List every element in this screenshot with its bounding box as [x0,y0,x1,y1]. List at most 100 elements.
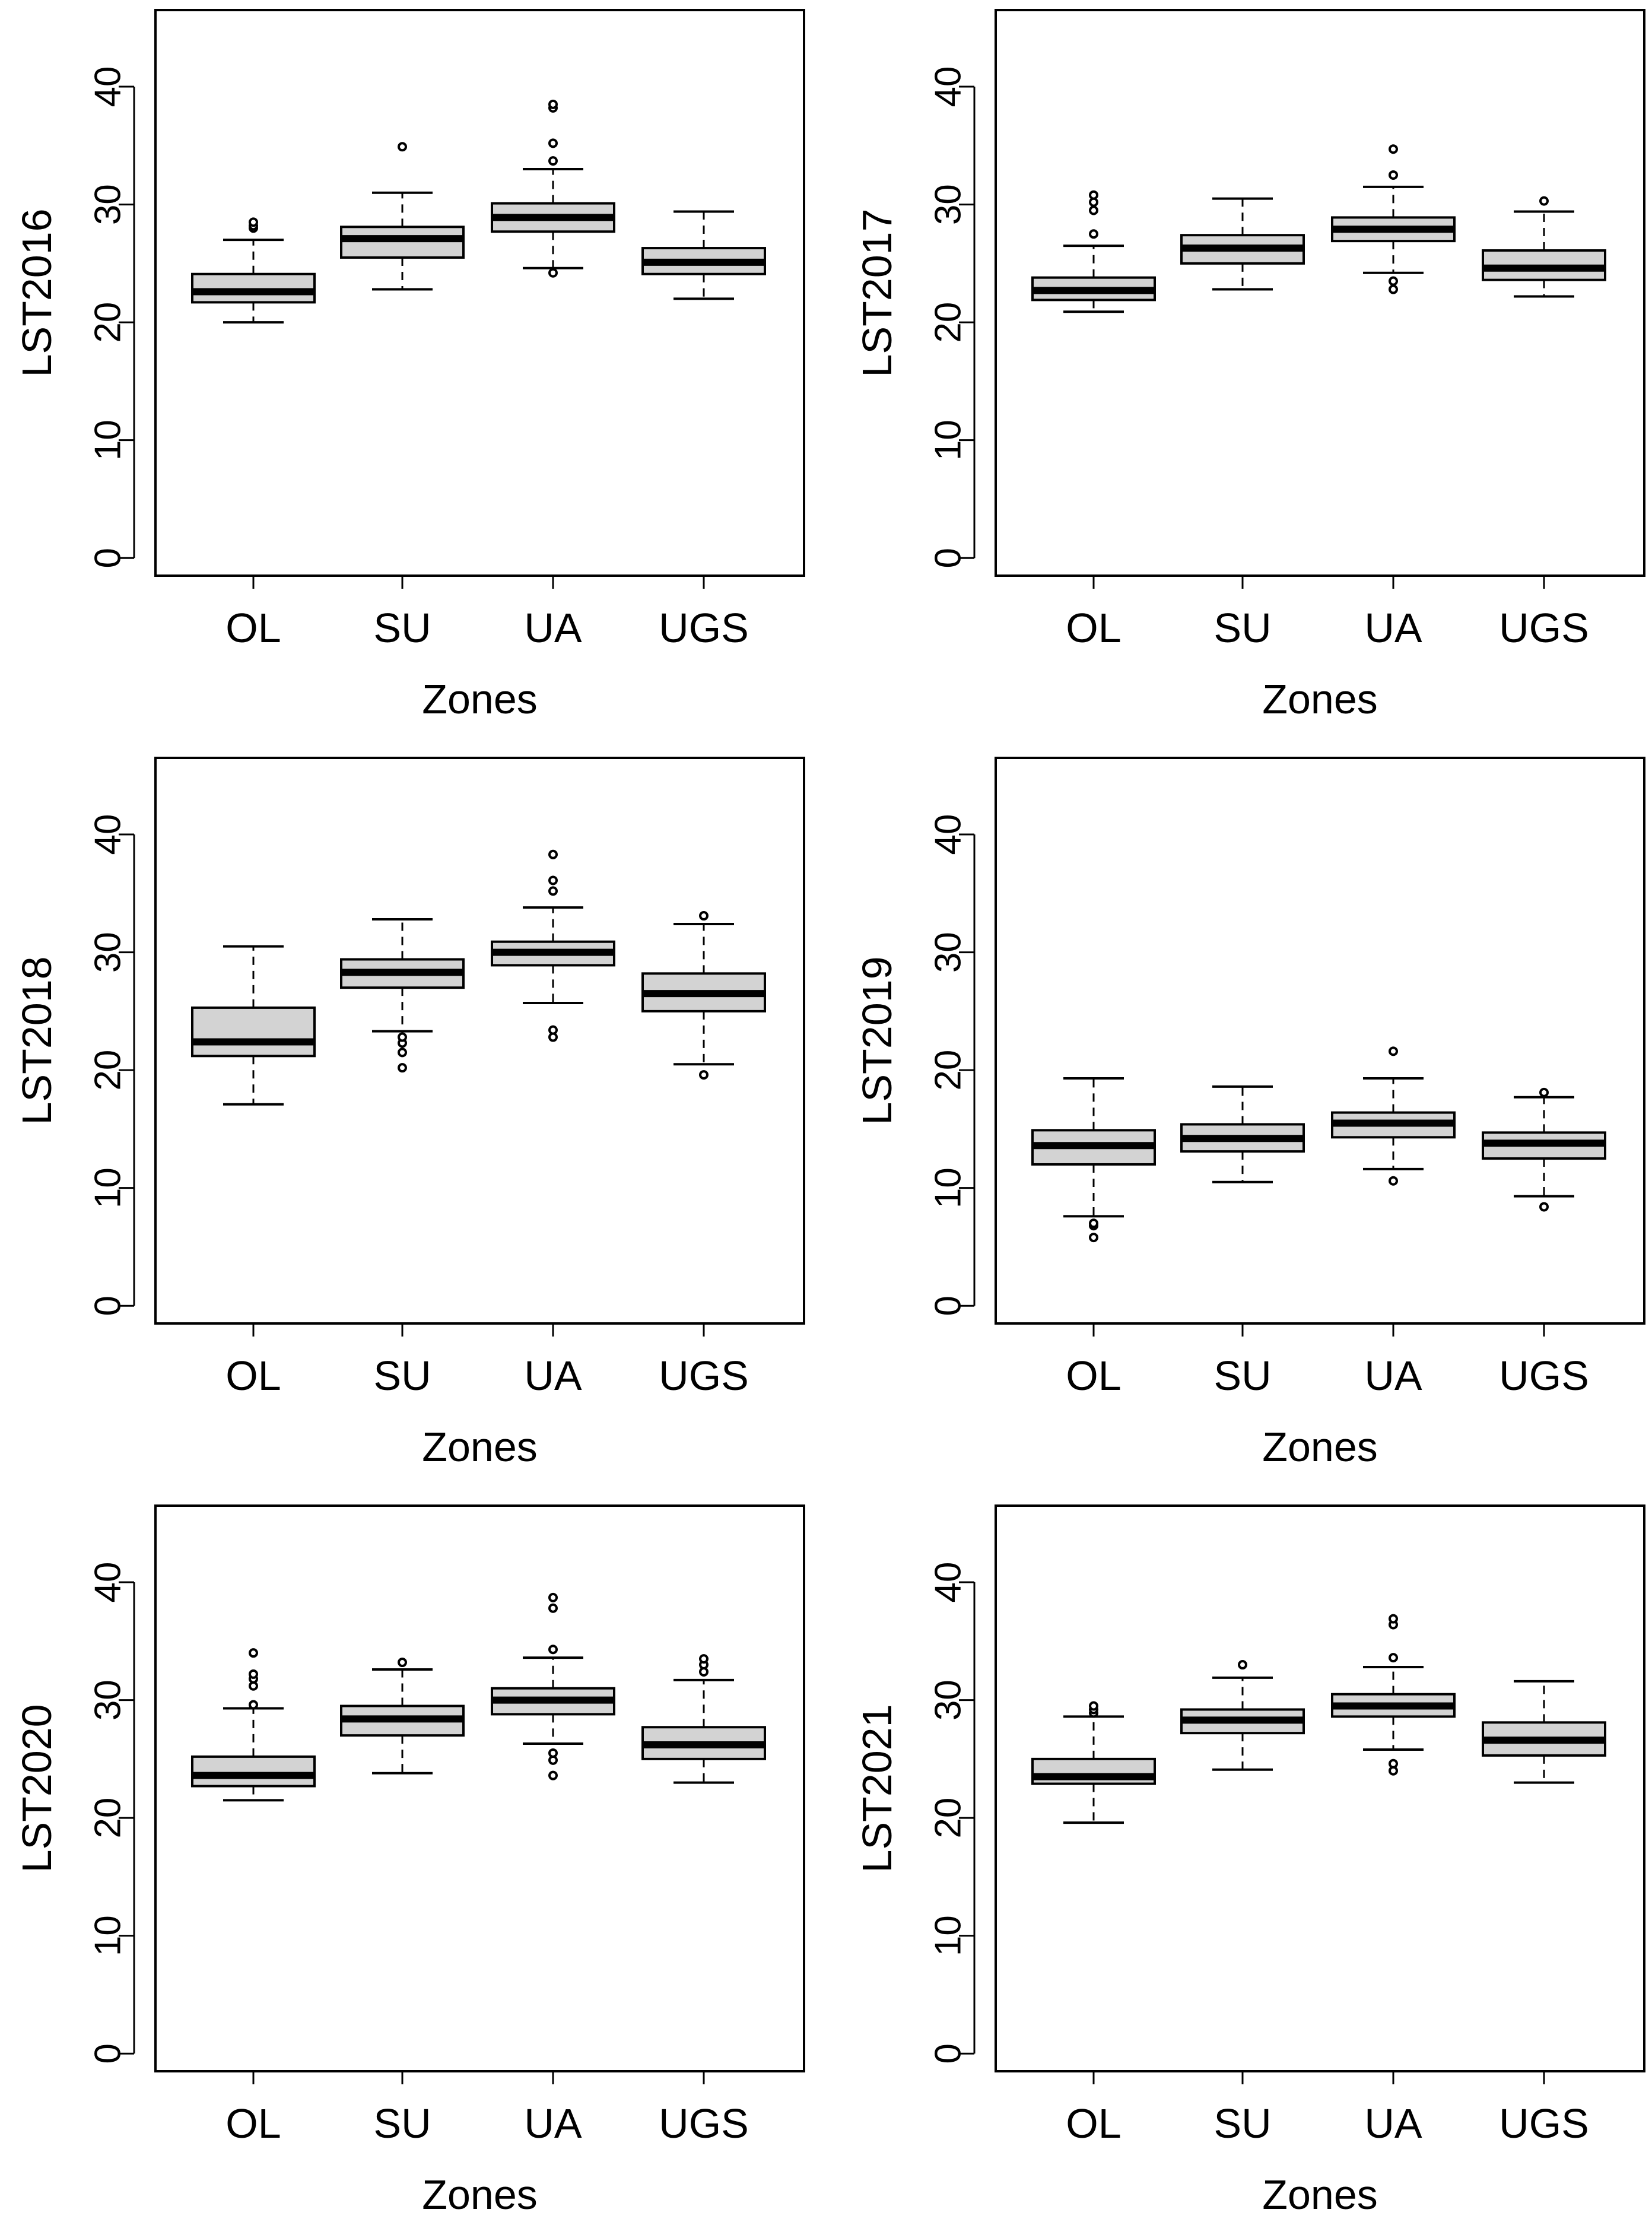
y-axis-title: LST2020 [14,1704,60,1872]
y-tick-label: 10 [928,1915,969,1956]
outlier-point [1089,1701,1098,1711]
box-ua [491,1592,615,1780]
chart-panel-lst2017: 0 10 20 30 40 LST2017 OL SU UA UGS Zones [854,9,1645,722]
outlier-point [1089,229,1098,239]
box-ua [491,849,615,1042]
outlier-point [548,138,558,148]
x-tick-label: UA [524,1353,582,1399]
y-tick-label: 0 [928,2043,969,2064]
y-tick-label: 30 [928,932,969,973]
outlier-point [1089,1233,1098,1243]
box-ugs [641,210,766,300]
y-tick-label: 20 [88,1798,129,1839]
y-tick-label: 0 [928,548,969,568]
outlier-point [548,849,558,859]
outlier-point [1389,1046,1398,1056]
outlier-point [548,1748,558,1758]
y-tick-label: 30 [928,1680,969,1721]
x-axis-title: Zones [1262,2172,1378,2218]
outlier-point [699,1070,709,1080]
y-tick-label: 40 [88,66,129,107]
box-ol [191,1648,316,1802]
chart-panel-lst2020: 0 10 20 30 40 LST2020 OL SU UA UGS Zones [14,1504,805,2218]
box-su [1180,1660,1305,1771]
y-tick-label: 10 [88,420,129,461]
box-su [1180,197,1305,291]
outlier-point [699,1654,709,1664]
y-tick-label: 10 [88,1167,129,1208]
x-tick-label: UA [1364,2100,1422,2147]
x-tick-label: UGS [659,2100,749,2147]
outlier-point [1389,284,1398,294]
outlier-point [1389,1176,1398,1186]
x-axis-title: Zones [422,2172,538,2218]
chart-panel-lst2016: 0 10 20 30 40 LST2016 OL SU UA UGS Zones [14,9,805,722]
y-tick-label: 30 [88,184,129,225]
y-tick-label: 10 [928,420,969,461]
x-axis-title: Zones [422,1424,538,1470]
x-axis-title: Zones [422,676,538,722]
y-tick-label: 20 [928,1050,969,1091]
chart-panel-lst2019: 0 10 20 30 40 LST2019 OL SU UA UGS Zones [854,757,1645,1470]
x-tick-label: UGS [1499,1353,1589,1399]
y-tick-label: 10 [928,1167,969,1208]
x-tick-label: UA [1364,605,1422,651]
outlier-point [548,99,558,109]
outlier-point [398,1658,407,1668]
outlier-point [1389,1653,1398,1663]
x-tick-label: OL [225,1353,281,1399]
y-tick-label: 0 [928,1296,969,1316]
x-tick-label: UGS [659,605,749,651]
y-axis-title: LST2019 [854,956,900,1125]
box-su [340,1658,465,1775]
y-tick-label: 40 [88,814,129,855]
outlier-point [398,1063,407,1073]
x-tick-label: SU [1213,1353,1271,1399]
outlier-point [249,1669,258,1679]
outlier-point [548,1592,558,1602]
y-axis-title: LST2016 [14,208,60,377]
x-tick-label: OL [1066,1353,1121,1399]
outlier-point [398,142,407,152]
box-su [340,918,465,1073]
x-tick-label: UGS [659,1353,749,1399]
box-ua [1331,144,1456,294]
y-tick-label: 20 [88,302,129,343]
outlier-point [398,1032,407,1042]
outlier-point [548,1025,558,1035]
outlier-point [1238,1660,1247,1670]
x-tick-label: SU [1213,605,1271,651]
x-tick-label: SU [373,2100,431,2147]
x-axis-title: Zones [1262,1424,1378,1470]
outlier-point [249,1648,258,1658]
outlier-point [1089,190,1098,200]
chart-panel-lst2018: 0 10 20 30 40 LST2018 OL SU UA UGS Zones [14,757,805,1470]
box-ugs [1482,1680,1606,1784]
box-ol [1031,190,1156,313]
y-tick-label: 40 [928,1562,969,1603]
y-tick-label: 40 [88,1562,129,1603]
box-ol [1031,1077,1156,1243]
outlier-point [548,268,558,278]
outlier-point [548,1645,558,1655]
box-ugs [641,911,766,1080]
outlier-point [249,1700,258,1710]
iqr-box [191,1006,316,1058]
box-ugs [1482,196,1606,298]
x-tick-label: UA [524,2100,582,2147]
outlier-point [398,1047,407,1058]
x-tick-label: UA [524,605,582,651]
y-axis-title: LST2017 [854,208,900,377]
outlier-point [1539,1087,1549,1097]
x-tick-label: SU [1213,2100,1271,2147]
outlier-point [548,886,558,896]
outlier-point [548,1603,558,1613]
y-tick-label: 0 [88,548,129,568]
x-tick-label: OL [225,605,281,651]
y-tick-label: 30 [88,932,129,973]
box-su [340,142,465,291]
outlier-point [548,156,558,166]
y-axis-title: LST2018 [14,956,60,1125]
box-ua [1331,1046,1456,1186]
